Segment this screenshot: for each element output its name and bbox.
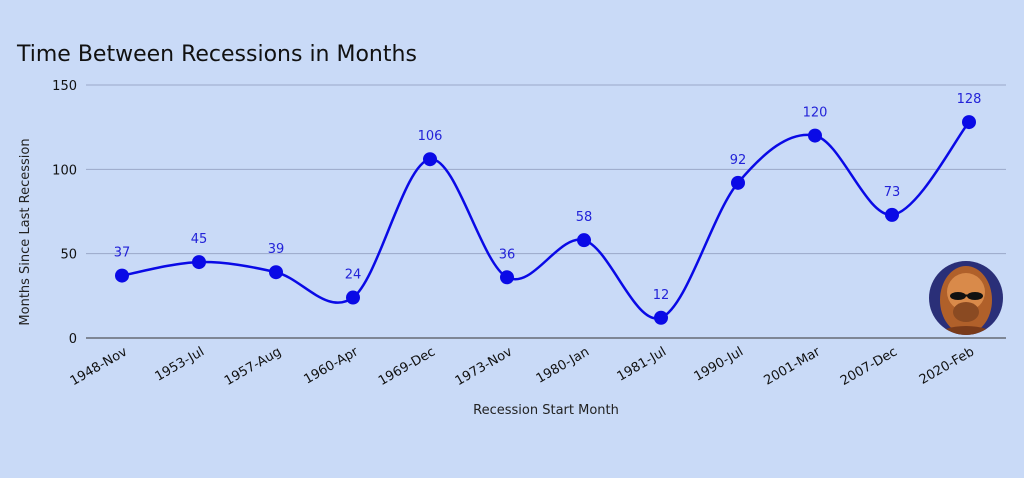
x-tick-label: 1973-Nov: [453, 344, 515, 389]
data-label: 120: [803, 106, 828, 121]
data-label: 45: [191, 232, 208, 247]
data-point: [115, 268, 129, 283]
y-axis-title: Months Since Last Recession: [18, 138, 33, 325]
series-line: [121, 121, 970, 320]
y-tick-label: 100: [52, 163, 77, 178]
x-tick-label: 1948-Nov: [68, 344, 130, 389]
data-points: [115, 115, 976, 325]
data-point: [192, 255, 206, 270]
x-tick-label: 1969-Dec: [376, 344, 438, 388]
data-point: [654, 310, 668, 325]
data-point: [885, 207, 899, 222]
data-point: [962, 115, 976, 130]
data-label: 36: [499, 247, 516, 262]
x-tick-label: 1960-Apr: [302, 344, 362, 387]
data-labels: 37 45 39 24 106 36 58 12 92 120 73 128: [114, 92, 982, 303]
y-tick-labels: 0 50 100 150: [52, 79, 77, 347]
data-point: [500, 270, 514, 285]
x-tick-label: 2007-Dec: [838, 344, 900, 388]
data-label: 58: [576, 210, 593, 225]
data-label: 39: [268, 242, 285, 257]
x-tick-labels: 1948-Nov 1953-Jul 1957-Aug 1960-Apr 1969-Dec…: [68, 344, 977, 389]
x-tick-label: 1990-Jul: [692, 344, 746, 384]
x-tick-label: 1953-Jul: [153, 344, 207, 384]
data-point: [269, 265, 283, 280]
x-tick-label: 1980-Jan: [534, 344, 592, 386]
data-label: 128: [957, 92, 982, 107]
data-label: 24: [345, 268, 362, 283]
data-point: [346, 290, 360, 305]
data-label: 73: [884, 185, 901, 200]
chart-title: Time Between Recessions in Months: [16, 42, 417, 67]
data-label: 92: [730, 153, 747, 168]
x-tick-label: 1981-Jul: [615, 344, 669, 384]
data-point: [808, 128, 822, 143]
x-tick-label: 1957-Aug: [222, 344, 284, 388]
y-tick-label: 0: [69, 332, 77, 347]
data-point: [731, 175, 745, 190]
x-tick-label: 2020-Feb: [917, 344, 977, 387]
data-label: 37: [114, 246, 131, 261]
data-label: 12: [653, 288, 670, 303]
grid-lines: [86, 84, 1006, 339]
y-tick-label: 50: [60, 248, 77, 263]
data-label: 106: [418, 129, 443, 144]
gorilla-avatar-logo: [929, 261, 1003, 335]
x-axis-title: Recession Start Month: [473, 403, 619, 418]
data-point: [577, 233, 591, 248]
data-point: [423, 152, 437, 167]
x-tick-label: 2001-Mar: [762, 344, 824, 388]
y-tick-label: 150: [52, 79, 77, 94]
